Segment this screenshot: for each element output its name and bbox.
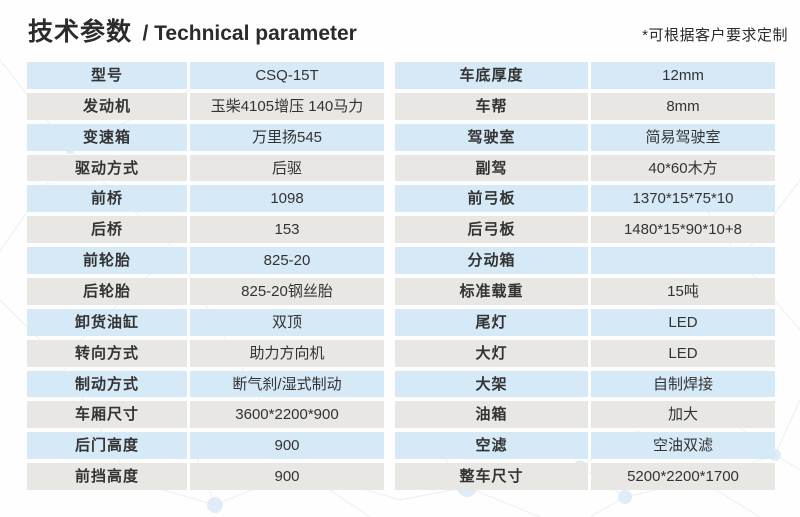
table-row: 前桥 1098 <box>27 185 384 213</box>
table-row: 后轮胎 825-20钢丝胎 <box>27 278 384 305</box>
table-row: 发动机 玉柴4105增压 140马力 <box>27 92 384 120</box>
param-value: CSQ-15T <box>190 62 384 89</box>
table-row: 副驾 40*60木方 <box>395 154 775 182</box>
table-row: 型号 CSQ-15T <box>27 62 384 89</box>
param-value: 40*60木方 <box>591 154 775 182</box>
param-label: 副驾 <box>395 154 588 182</box>
param-label: 大架 <box>395 370 588 398</box>
param-label: 驾驶室 <box>395 123 588 151</box>
parameter-table-right: 车底厚度 12mm 车帮 8mm 驾驶室 简易驾驶室 副驾 40*60木方 前弓… <box>395 62 775 491</box>
table-row: 后桥 153 <box>27 216 384 244</box>
param-value: 1098 <box>190 185 384 213</box>
param-value: 825-20钢丝胎 <box>190 278 384 305</box>
page-title: 技术参数 / Technical parameter <box>28 12 357 48</box>
param-value: 900 <box>190 463 384 491</box>
param-value: 简易驾驶室 <box>591 123 775 151</box>
param-value: 断气刹/湿式制动 <box>190 370 384 398</box>
param-value: 玉柴4105增压 140马力 <box>190 92 384 120</box>
page-title-zh: 技术参数 <box>28 18 133 46</box>
param-label: 车帮 <box>395 92 588 120</box>
param-value: 1480*15*90*10+8 <box>591 216 775 244</box>
table-row: 车厢尺寸 3600*2200*900 <box>27 401 384 429</box>
param-label: 前轮胎 <box>27 247 187 275</box>
param-label: 前桥 <box>27 185 187 213</box>
parameter-table-left: 型号 CSQ-15T 发动机 玉柴4105增压 140马力 变速箱 万里扬545… <box>27 62 384 491</box>
param-label: 后轮胎 <box>27 278 187 305</box>
param-value: 双顶 <box>190 308 384 336</box>
param-label: 转向方式 <box>27 339 187 367</box>
param-value: 万里扬545 <box>190 123 384 151</box>
table-row: 制动方式 断气刹/湿式制动 <box>27 370 384 398</box>
param-label: 车厢尺寸 <box>27 401 187 429</box>
param-value: 加大 <box>591 401 775 429</box>
table-row: 油箱 加大 <box>395 401 775 429</box>
table-row: 空滤 空油双滤 <box>395 432 775 460</box>
table-row: 车帮 8mm <box>395 92 775 120</box>
table-row: 标准载重 15吨 <box>395 278 775 305</box>
table-row: 车底厚度 12mm <box>395 62 775 89</box>
param-label: 制动方式 <box>27 370 187 398</box>
table-row: 后门高度 900 <box>27 432 384 460</box>
param-value: 后驱 <box>190 154 384 182</box>
table-row: 变速箱 万里扬545 <box>27 123 384 151</box>
param-label: 发动机 <box>27 92 187 120</box>
param-label: 尾灯 <box>395 308 588 336</box>
param-value: 助力方向机 <box>190 339 384 367</box>
param-value: 自制焊接 <box>591 370 775 398</box>
param-value: 3600*2200*900 <box>190 401 384 429</box>
param-label: 油箱 <box>395 401 588 429</box>
param-label: 前挡高度 <box>27 463 187 491</box>
param-label: 卸货油缸 <box>27 308 187 336</box>
param-value: LED <box>591 308 775 336</box>
param-label: 后桥 <box>27 216 187 244</box>
param-label: 整车尺寸 <box>395 463 588 491</box>
table-row: 大架 自制焊接 <box>395 370 775 398</box>
table-row: 转向方式 助力方向机 <box>27 339 384 367</box>
table-row: 整车尺寸 5200*2200*1700 <box>395 463 775 491</box>
param-label: 大灯 <box>395 339 588 367</box>
param-value: 8mm <box>591 92 775 120</box>
param-value: 153 <box>190 216 384 244</box>
param-label: 变速箱 <box>27 123 187 151</box>
param-label: 前弓板 <box>395 185 588 213</box>
param-value: 1370*15*75*10 <box>591 185 775 213</box>
table-row: 大灯 LED <box>395 339 775 367</box>
param-label: 分动箱 <box>395 247 588 275</box>
table-row: 驱动方式 后驱 <box>27 154 384 182</box>
table-row: 尾灯 LED <box>395 308 775 336</box>
param-value: LED <box>591 339 775 367</box>
table-row: 驾驶室 简易驾驶室 <box>395 123 775 151</box>
param-value <box>591 247 775 275</box>
param-label: 车底厚度 <box>395 62 588 89</box>
param-label: 后门高度 <box>27 432 187 460</box>
param-label: 标准载重 <box>395 278 588 305</box>
table-row: 前轮胎 825-20 <box>27 247 384 275</box>
param-value: 825-20 <box>190 247 384 275</box>
page-title-en: / Technical parameter <box>142 22 357 45</box>
param-value: 空油双滤 <box>591 432 775 460</box>
param-value: 12mm <box>591 62 775 89</box>
param-value: 5200*2200*1700 <box>591 463 775 491</box>
param-label: 空滤 <box>395 432 588 460</box>
param-label: 型号 <box>27 62 187 89</box>
table-row: 卸货油缸 双顶 <box>27 308 384 336</box>
param-value: 900 <box>190 432 384 460</box>
table-row: 前挡高度 900 <box>27 463 384 491</box>
customization-note: *可根据客户要求定制 <box>642 27 788 44</box>
table-row: 后弓板 1480*15*90*10+8 <box>395 216 775 244</box>
param-value: 15吨 <box>591 278 775 305</box>
table-row: 分动箱 <box>395 247 775 275</box>
table-row: 前弓板 1370*15*75*10 <box>395 185 775 213</box>
param-label: 后弓板 <box>395 216 588 244</box>
param-label: 驱动方式 <box>27 154 187 182</box>
